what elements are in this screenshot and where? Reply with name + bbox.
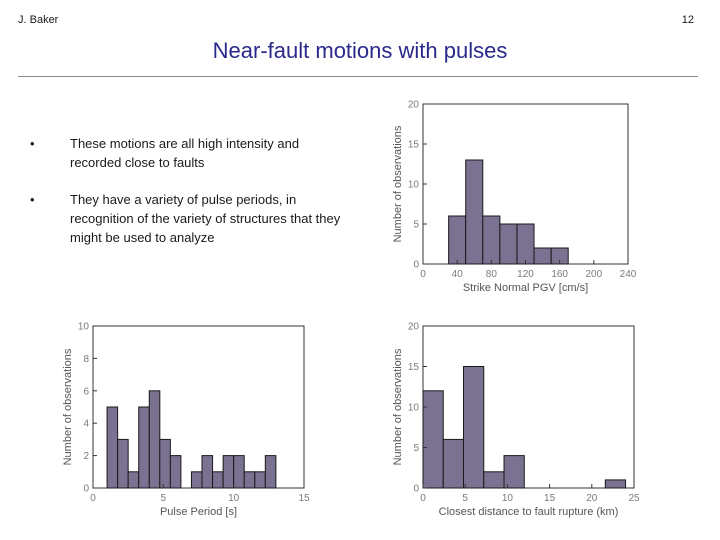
histogram-bar	[127, 471, 140, 489]
y-tick-label: 0	[83, 484, 89, 495]
histogram-pgv: 0 40 80 120 160 200 240 0 5 10 15 20 Strike Normal P…	[392, 100, 637, 295]
histogram-bar	[117, 438, 129, 489]
x-tick-label: 160	[551, 269, 568, 280]
x-tick-label: 0	[420, 269, 426, 280]
histogram-bar	[169, 455, 182, 489]
author-label: J. Baker	[18, 14, 59, 26]
y-tick-label: 15	[408, 140, 420, 151]
histogram-bar	[482, 215, 501, 265]
x-tick-label: 120	[517, 269, 534, 280]
bullet-item: • They have a variety of pulse periods, …	[30, 190, 350, 247]
y-axis-label: Number of observations	[62, 348, 74, 465]
x-axis-label: Closest distance to fault rupture (km)	[439, 506, 619, 518]
bullet-text: They have a variety of pulse periods, in…	[70, 192, 341, 245]
histogram-bar	[533, 247, 552, 265]
y-tick-label: 4	[83, 419, 89, 430]
y-tick-label: 5	[413, 443, 419, 454]
histogram-bar	[503, 455, 525, 489]
x-tick-label: 80	[486, 269, 498, 280]
histogram-bar	[106, 406, 119, 489]
x-tick-label: 0	[420, 493, 426, 504]
y-tick-label: 10	[408, 403, 420, 414]
histogram-bar	[604, 479, 627, 489]
x-tick-label: 240	[620, 269, 637, 280]
x-tick-label: 25	[628, 493, 640, 504]
histogram-bar	[442, 438, 465, 489]
y-tick-label: 10	[408, 180, 420, 191]
x-tick-label: 10	[228, 493, 240, 504]
x-tick-label: 20	[586, 493, 598, 504]
x-tick-label: 15	[544, 493, 556, 504]
title-divider	[18, 76, 698, 77]
histogram-bar	[138, 406, 150, 489]
histogram-bar	[190, 471, 203, 489]
histogram-bar	[254, 471, 266, 489]
bullet-marker: •	[30, 192, 35, 207]
histogram-bar	[243, 471, 256, 489]
histogram-bar	[422, 390, 444, 489]
y-tick-label: 0	[413, 260, 419, 271]
histogram-bar	[516, 223, 535, 265]
bullet-text: These motions are all high intensity and…	[70, 136, 300, 170]
y-tick-label: 6	[83, 386, 89, 397]
x-tick-label: 5	[161, 493, 167, 504]
histogram-bar	[499, 223, 518, 265]
histogram-bar	[148, 390, 161, 489]
y-tick-label: 5	[413, 220, 419, 231]
histogram-bar	[222, 455, 235, 489]
x-tick-label: 10	[502, 493, 514, 504]
histogram-pulse-period: 0 5 10 15 0 2 4 6 8 10 Pulse Period [s] Number of o…	[62, 322, 310, 519]
histogram-bar	[483, 471, 505, 489]
y-tick-label: 20	[408, 322, 420, 333]
y-tick-label: 8	[83, 354, 89, 365]
x-tick-label: 5	[462, 493, 468, 504]
bullet-item: • These motions are all high intensity a…	[30, 134, 350, 172]
x-axis-label: Pulse Period [s]	[160, 506, 237, 518]
bullet-marker: •	[30, 136, 35, 151]
histogram-bar	[463, 366, 485, 489]
y-tick-label: 15	[408, 362, 420, 373]
histogram-bar	[465, 159, 484, 265]
page-number: 12	[681, 14, 694, 26]
histogram-bar	[212, 471, 224, 489]
y-axis-label: Number of observations	[392, 348, 404, 465]
x-tick-label: 0	[90, 493, 96, 504]
histogram-bar	[264, 455, 277, 489]
x-axis-label: Strike Normal PGV [cm/s]	[463, 282, 588, 294]
y-tick-label: 20	[408, 100, 420, 111]
histogram-bar	[159, 438, 171, 489]
histogram-distance: 0 5 10 15 20 25 0 5 10 15 20 Closest distance to fa…	[392, 322, 640, 519]
histogram-bar	[233, 455, 245, 489]
y-axis-label: Number of observations	[392, 125, 404, 242]
histogram-bar	[201, 455, 214, 489]
x-tick-label: 200	[585, 269, 602, 280]
x-tick-label: 15	[298, 493, 310, 504]
histogram-bar	[448, 215, 467, 265]
slide-title: Near-fault motions with pulses	[212, 38, 508, 63]
x-tick-label: 40	[452, 269, 464, 280]
bullet-list: • These motions are all high intensity a…	[30, 134, 350, 265]
y-tick-label: 2	[83, 451, 89, 462]
y-tick-label: 10	[78, 322, 90, 333]
y-tick-label: 0	[413, 484, 419, 495]
